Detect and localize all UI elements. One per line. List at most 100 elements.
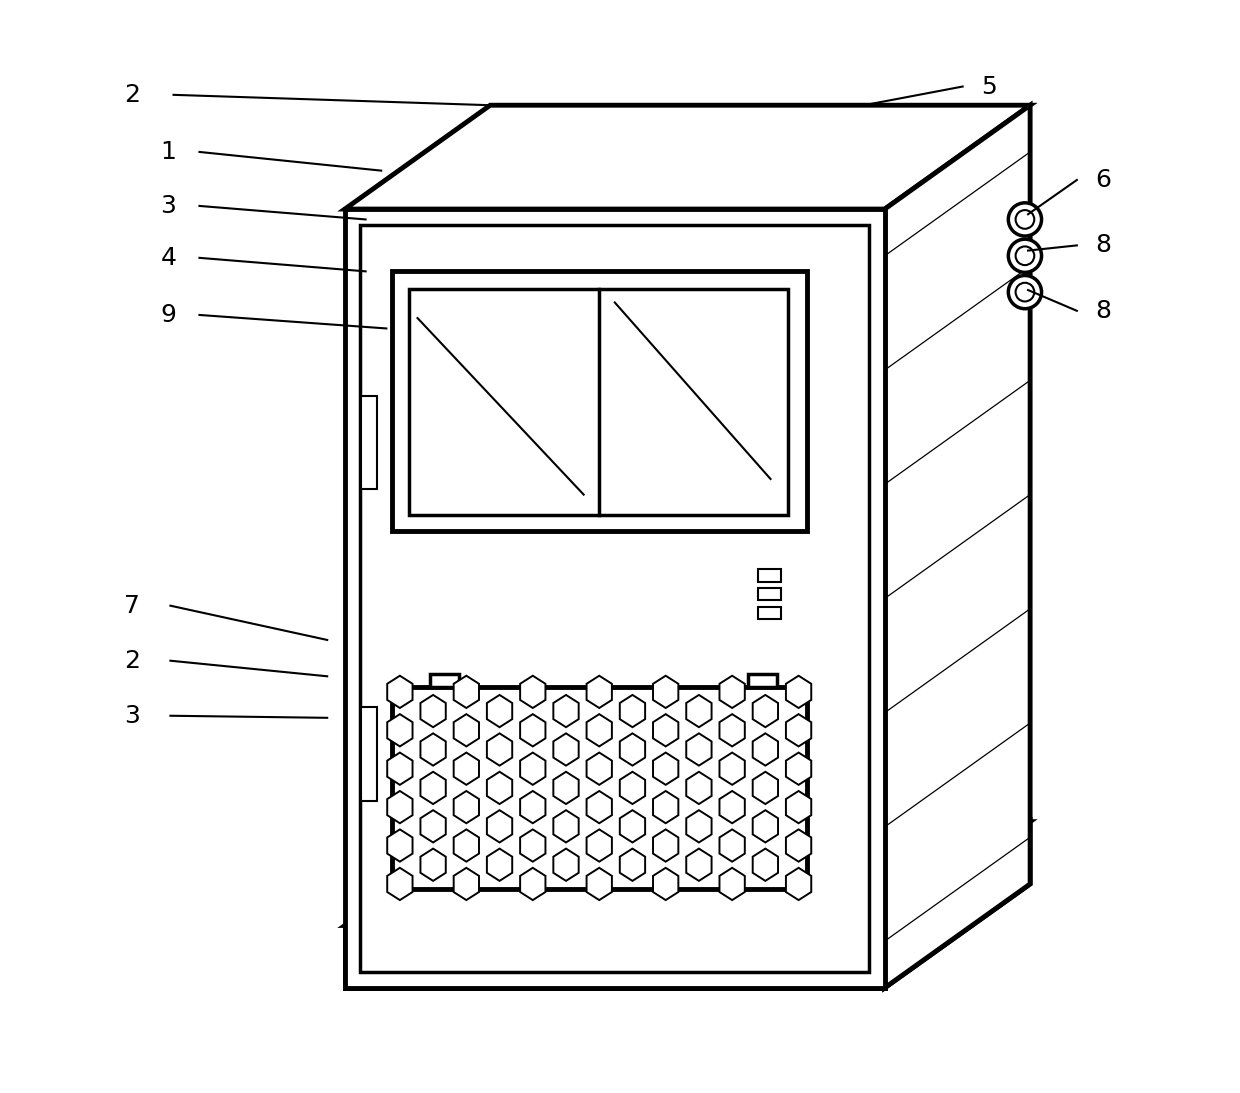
Circle shape [1016, 210, 1034, 228]
Polygon shape [520, 675, 546, 708]
Polygon shape [885, 105, 1030, 988]
Polygon shape [487, 695, 512, 727]
Bar [758, 588, 781, 600]
Text: 3: 3 [160, 193, 176, 218]
Polygon shape [553, 810, 579, 843]
Polygon shape [387, 791, 413, 823]
Polygon shape [387, 868, 413, 900]
Polygon shape [620, 695, 645, 727]
Polygon shape [719, 791, 745, 823]
Bar [392, 271, 807, 531]
Text: 2: 2 [124, 649, 140, 672]
Text: 6: 6 [1095, 168, 1111, 192]
Polygon shape [620, 810, 645, 843]
Polygon shape [420, 848, 445, 881]
Bar [361, 225, 869, 972]
Polygon shape [454, 868, 479, 900]
Polygon shape [653, 753, 678, 785]
Polygon shape [587, 753, 611, 785]
Circle shape [1016, 246, 1034, 266]
Polygon shape [786, 830, 811, 861]
Polygon shape [653, 675, 678, 708]
Polygon shape [520, 868, 546, 900]
Polygon shape [587, 714, 611, 747]
Polygon shape [520, 791, 546, 823]
Polygon shape [587, 791, 611, 823]
Polygon shape [487, 848, 512, 881]
Polygon shape [420, 695, 445, 727]
Text: 7: 7 [124, 593, 140, 618]
Text: 1: 1 [160, 140, 176, 164]
Polygon shape [686, 848, 712, 881]
Polygon shape [420, 733, 445, 765]
Polygon shape [454, 753, 479, 785]
Polygon shape [345, 105, 1030, 209]
Polygon shape [387, 675, 413, 708]
Polygon shape [753, 848, 777, 881]
Bar [748, 674, 776, 686]
Polygon shape [553, 695, 579, 727]
Bar [345, 209, 885, 988]
Polygon shape [620, 772, 645, 804]
Polygon shape [587, 868, 611, 900]
Text: 4: 4 [160, 246, 176, 270]
Text: 5: 5 [981, 74, 997, 98]
Polygon shape [520, 753, 546, 785]
Polygon shape [587, 675, 611, 708]
Polygon shape [719, 714, 745, 747]
Polygon shape [487, 810, 512, 843]
Text: 3: 3 [124, 704, 140, 728]
Polygon shape [753, 810, 777, 843]
Circle shape [1016, 283, 1034, 302]
Polygon shape [420, 772, 445, 804]
Polygon shape [719, 830, 745, 861]
Polygon shape [454, 714, 479, 747]
Bar [409, 289, 789, 516]
Polygon shape [454, 675, 479, 708]
Bar [362, 707, 377, 801]
Polygon shape [454, 830, 479, 861]
Polygon shape [686, 733, 712, 765]
Polygon shape [753, 733, 777, 765]
Polygon shape [653, 830, 678, 861]
Polygon shape [420, 810, 445, 843]
Polygon shape [686, 810, 712, 843]
Polygon shape [719, 868, 745, 900]
Polygon shape [520, 830, 546, 861]
Polygon shape [487, 772, 512, 804]
Bar [758, 607, 781, 619]
Polygon shape [786, 868, 811, 900]
Polygon shape [587, 830, 611, 861]
Polygon shape [653, 714, 678, 747]
Circle shape [1008, 275, 1042, 308]
Polygon shape [520, 714, 546, 747]
Polygon shape [786, 675, 811, 708]
Polygon shape [786, 753, 811, 785]
Polygon shape [653, 791, 678, 823]
Text: 8: 8 [1095, 234, 1111, 257]
Bar [758, 569, 781, 581]
Polygon shape [553, 733, 579, 765]
Polygon shape [387, 830, 413, 861]
Circle shape [1008, 239, 1042, 272]
Bar [392, 686, 807, 889]
Circle shape [1008, 203, 1042, 236]
Polygon shape [454, 791, 479, 823]
Text: 2: 2 [124, 83, 140, 107]
Text: 8: 8 [1095, 298, 1111, 322]
Polygon shape [786, 791, 811, 823]
Polygon shape [387, 753, 413, 785]
Bar [345, 926, 885, 988]
Bar [362, 396, 377, 490]
Polygon shape [553, 848, 579, 881]
Polygon shape [753, 772, 777, 804]
Polygon shape [719, 753, 745, 785]
Polygon shape [786, 714, 811, 747]
Text: 9: 9 [160, 303, 176, 327]
Polygon shape [719, 675, 745, 708]
Polygon shape [620, 848, 645, 881]
Polygon shape [686, 772, 712, 804]
Polygon shape [686, 695, 712, 727]
Bar [430, 674, 459, 686]
Polygon shape [653, 868, 678, 900]
